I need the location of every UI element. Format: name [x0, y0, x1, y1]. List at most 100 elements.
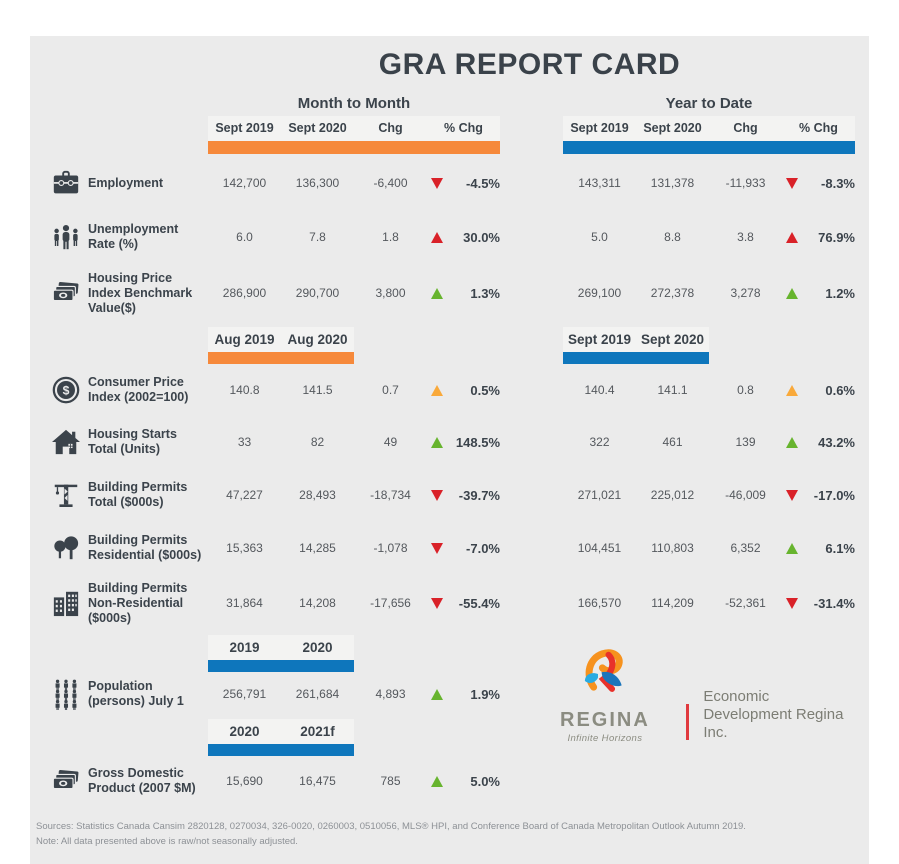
- trend-arrow-icon: [786, 489, 798, 501]
- accent-bar: [208, 660, 354, 672]
- change-cell: -1,078: [373, 541, 408, 555]
- pct-value: -39.7%: [458, 487, 500, 503]
- trend-arrow-icon: [786, 384, 798, 396]
- org-name-line2: Development Regina Inc.: [703, 706, 844, 741]
- table-row-building-permits-residential: Building Permits Residential ($000s) 15,…: [30, 522, 869, 574]
- column-header: Sept 2020: [643, 121, 702, 135]
- value-cell: 28,493: [299, 488, 336, 502]
- trend-arrow-icon: [786, 542, 798, 554]
- row-label: Employment: [88, 175, 164, 190]
- value-cell: 131,378: [650, 176, 695, 190]
- value-cell: 142,700: [222, 176, 267, 190]
- value-cell: 143,311: [578, 176, 621, 190]
- change-cell: -6,400: [373, 176, 408, 190]
- value-cell: 141.5: [302, 383, 333, 397]
- pct-change-cell: -55.4%: [427, 596, 500, 611]
- pct-value: 0.5%: [470, 382, 500, 398]
- value-cell: 8.8: [664, 230, 681, 244]
- row-label: Unemployment Rate (%): [88, 222, 179, 251]
- change-cell: -18,734: [370, 488, 411, 502]
- pct-change-cell: -8.3%: [782, 176, 855, 191]
- row-label: Building Permits Non-Residential ($000s): [88, 580, 188, 625]
- pct-value: -4.5%: [466, 175, 500, 191]
- edr-logo: REGINA Infinite Horizons Economic Develo…: [540, 646, 869, 744]
- briefcase-icon: [44, 168, 88, 198]
- table-row-building-permits-nonresidential: Building Permits Non-Residential ($000s)…: [30, 574, 869, 632]
- change-cell: 3.8: [737, 230, 754, 244]
- population-grid-icon: [44, 678, 88, 710]
- value-cell: 33: [237, 435, 252, 449]
- pct-value: -31.4%: [813, 595, 855, 611]
- mtm-header-band: Sept 2019 Sept 2020 Chg % Chg: [208, 116, 500, 154]
- year-subheader: 2020: [229, 724, 260, 739]
- value-cell: 136,300: [295, 176, 340, 190]
- group-title-month-to-month: Month to Month: [297, 94, 411, 112]
- row-label: Population (persons) July 1: [88, 679, 184, 708]
- pct-change-cell: 1.3%: [427, 286, 500, 301]
- pct-change-cell: 5.0%: [427, 774, 500, 789]
- year-subheader: Sept 2019: [567, 332, 632, 347]
- value-cell: 225,012: [650, 488, 695, 502]
- trend-arrow-icon: [786, 231, 798, 243]
- pct-change-cell: 0.6%: [782, 383, 855, 398]
- mtm-accent-bar: [208, 141, 500, 154]
- table-row-gdp: Gross Domestic Product (2007 $M) 15,690 …: [30, 756, 869, 806]
- value-cell: 15,363: [226, 541, 263, 555]
- mtm-subheader: Aug 2019 Aug 2020: [208, 327, 354, 364]
- value-cell: 14,285: [299, 541, 336, 555]
- trend-arrow-icon: [431, 489, 443, 501]
- row-label: Housing Starts Total (Units): [88, 427, 177, 456]
- accent-bar: [208, 744, 354, 756]
- pct-value: 76.9%: [818, 229, 855, 245]
- pct-value: -55.4%: [458, 595, 500, 611]
- trend-arrow-icon: [786, 436, 798, 448]
- value-cell: 31,864: [226, 596, 263, 610]
- value-cell: 272,378: [650, 286, 695, 300]
- subheader-row-3: 2020 2021f: [30, 716, 869, 756]
- pct-value: 1.3%: [470, 285, 500, 301]
- pct-change-cell: -17.0%: [782, 488, 855, 503]
- subheader-row-1: Aug 2019 Aug 2020 Sept 2019 Sept 2020: [30, 324, 869, 364]
- value-cell: 16,475: [299, 774, 336, 788]
- change-cell: 49: [383, 435, 398, 449]
- table-row-employment: Employment 142,700 136,300 -6,400 -4.5% …: [30, 154, 869, 212]
- change-cell: 4,893: [375, 687, 406, 701]
- value-cell: 104,451: [577, 541, 622, 555]
- change-cell: -46,009: [725, 488, 766, 502]
- change-cell: -17,656: [370, 596, 411, 610]
- report-card: GRA REPORT CARD Month to Month Year to D…: [30, 36, 869, 864]
- footer-sources: Sources: Statistics Canada Cansim 282012…: [36, 821, 746, 832]
- group-title-year-to-date: Year to Date: [665, 94, 753, 112]
- mtm-subheader: 2020 2021f: [208, 719, 354, 756]
- trend-arrow-icon: [431, 436, 443, 448]
- mtm-subheader: 2019 2020: [208, 635, 354, 672]
- value-cell: 114,209: [651, 596, 694, 610]
- pct-value: 148.5%: [455, 434, 500, 450]
- pct-value: 0.6%: [825, 382, 855, 398]
- trees-icon: [44, 534, 88, 562]
- ytd-accent-bar: [563, 141, 855, 154]
- pct-value: 43.2%: [818, 434, 855, 450]
- table-row-unemployment: Unemployment Rate (%) 6.0 7.8 1.8 30.0% …: [30, 212, 869, 262]
- ytd-accent-bar: [563, 352, 709, 364]
- year-subheader: Aug 2020: [287, 332, 348, 347]
- year-subheader: Sept 2020: [640, 332, 705, 347]
- pct-value: -7.0%: [466, 540, 500, 556]
- pct-change-cell: -7.0%: [427, 541, 500, 556]
- value-cell: 7.8: [309, 230, 326, 244]
- pct-value: -8.3%: [821, 175, 855, 191]
- change-cell: -11,933: [725, 176, 766, 190]
- pct-change-cell: -31.4%: [782, 596, 855, 611]
- table-row-cpi: $ Consumer Price Index (2002=100) 140.8 …: [30, 364, 869, 416]
- column-header: Sept 2019: [570, 121, 629, 135]
- pct-value: 5.0%: [470, 773, 500, 789]
- column-header: Sept 2019: [215, 121, 274, 135]
- value-cell: 5.0: [591, 230, 608, 244]
- change-cell: 785: [380, 774, 401, 788]
- column-header: Chg: [378, 121, 403, 135]
- value-cell: 256,791: [222, 687, 267, 701]
- pct-value: 1.2%: [825, 285, 855, 301]
- pct-value: 30.0%: [463, 229, 500, 245]
- change-cell: 3,278: [730, 286, 761, 300]
- house-icon: [44, 428, 88, 456]
